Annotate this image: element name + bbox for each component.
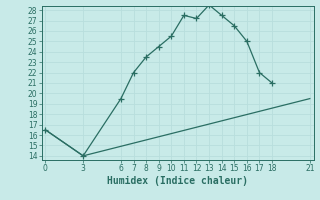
X-axis label: Humidex (Indice chaleur): Humidex (Indice chaleur) bbox=[107, 176, 248, 186]
